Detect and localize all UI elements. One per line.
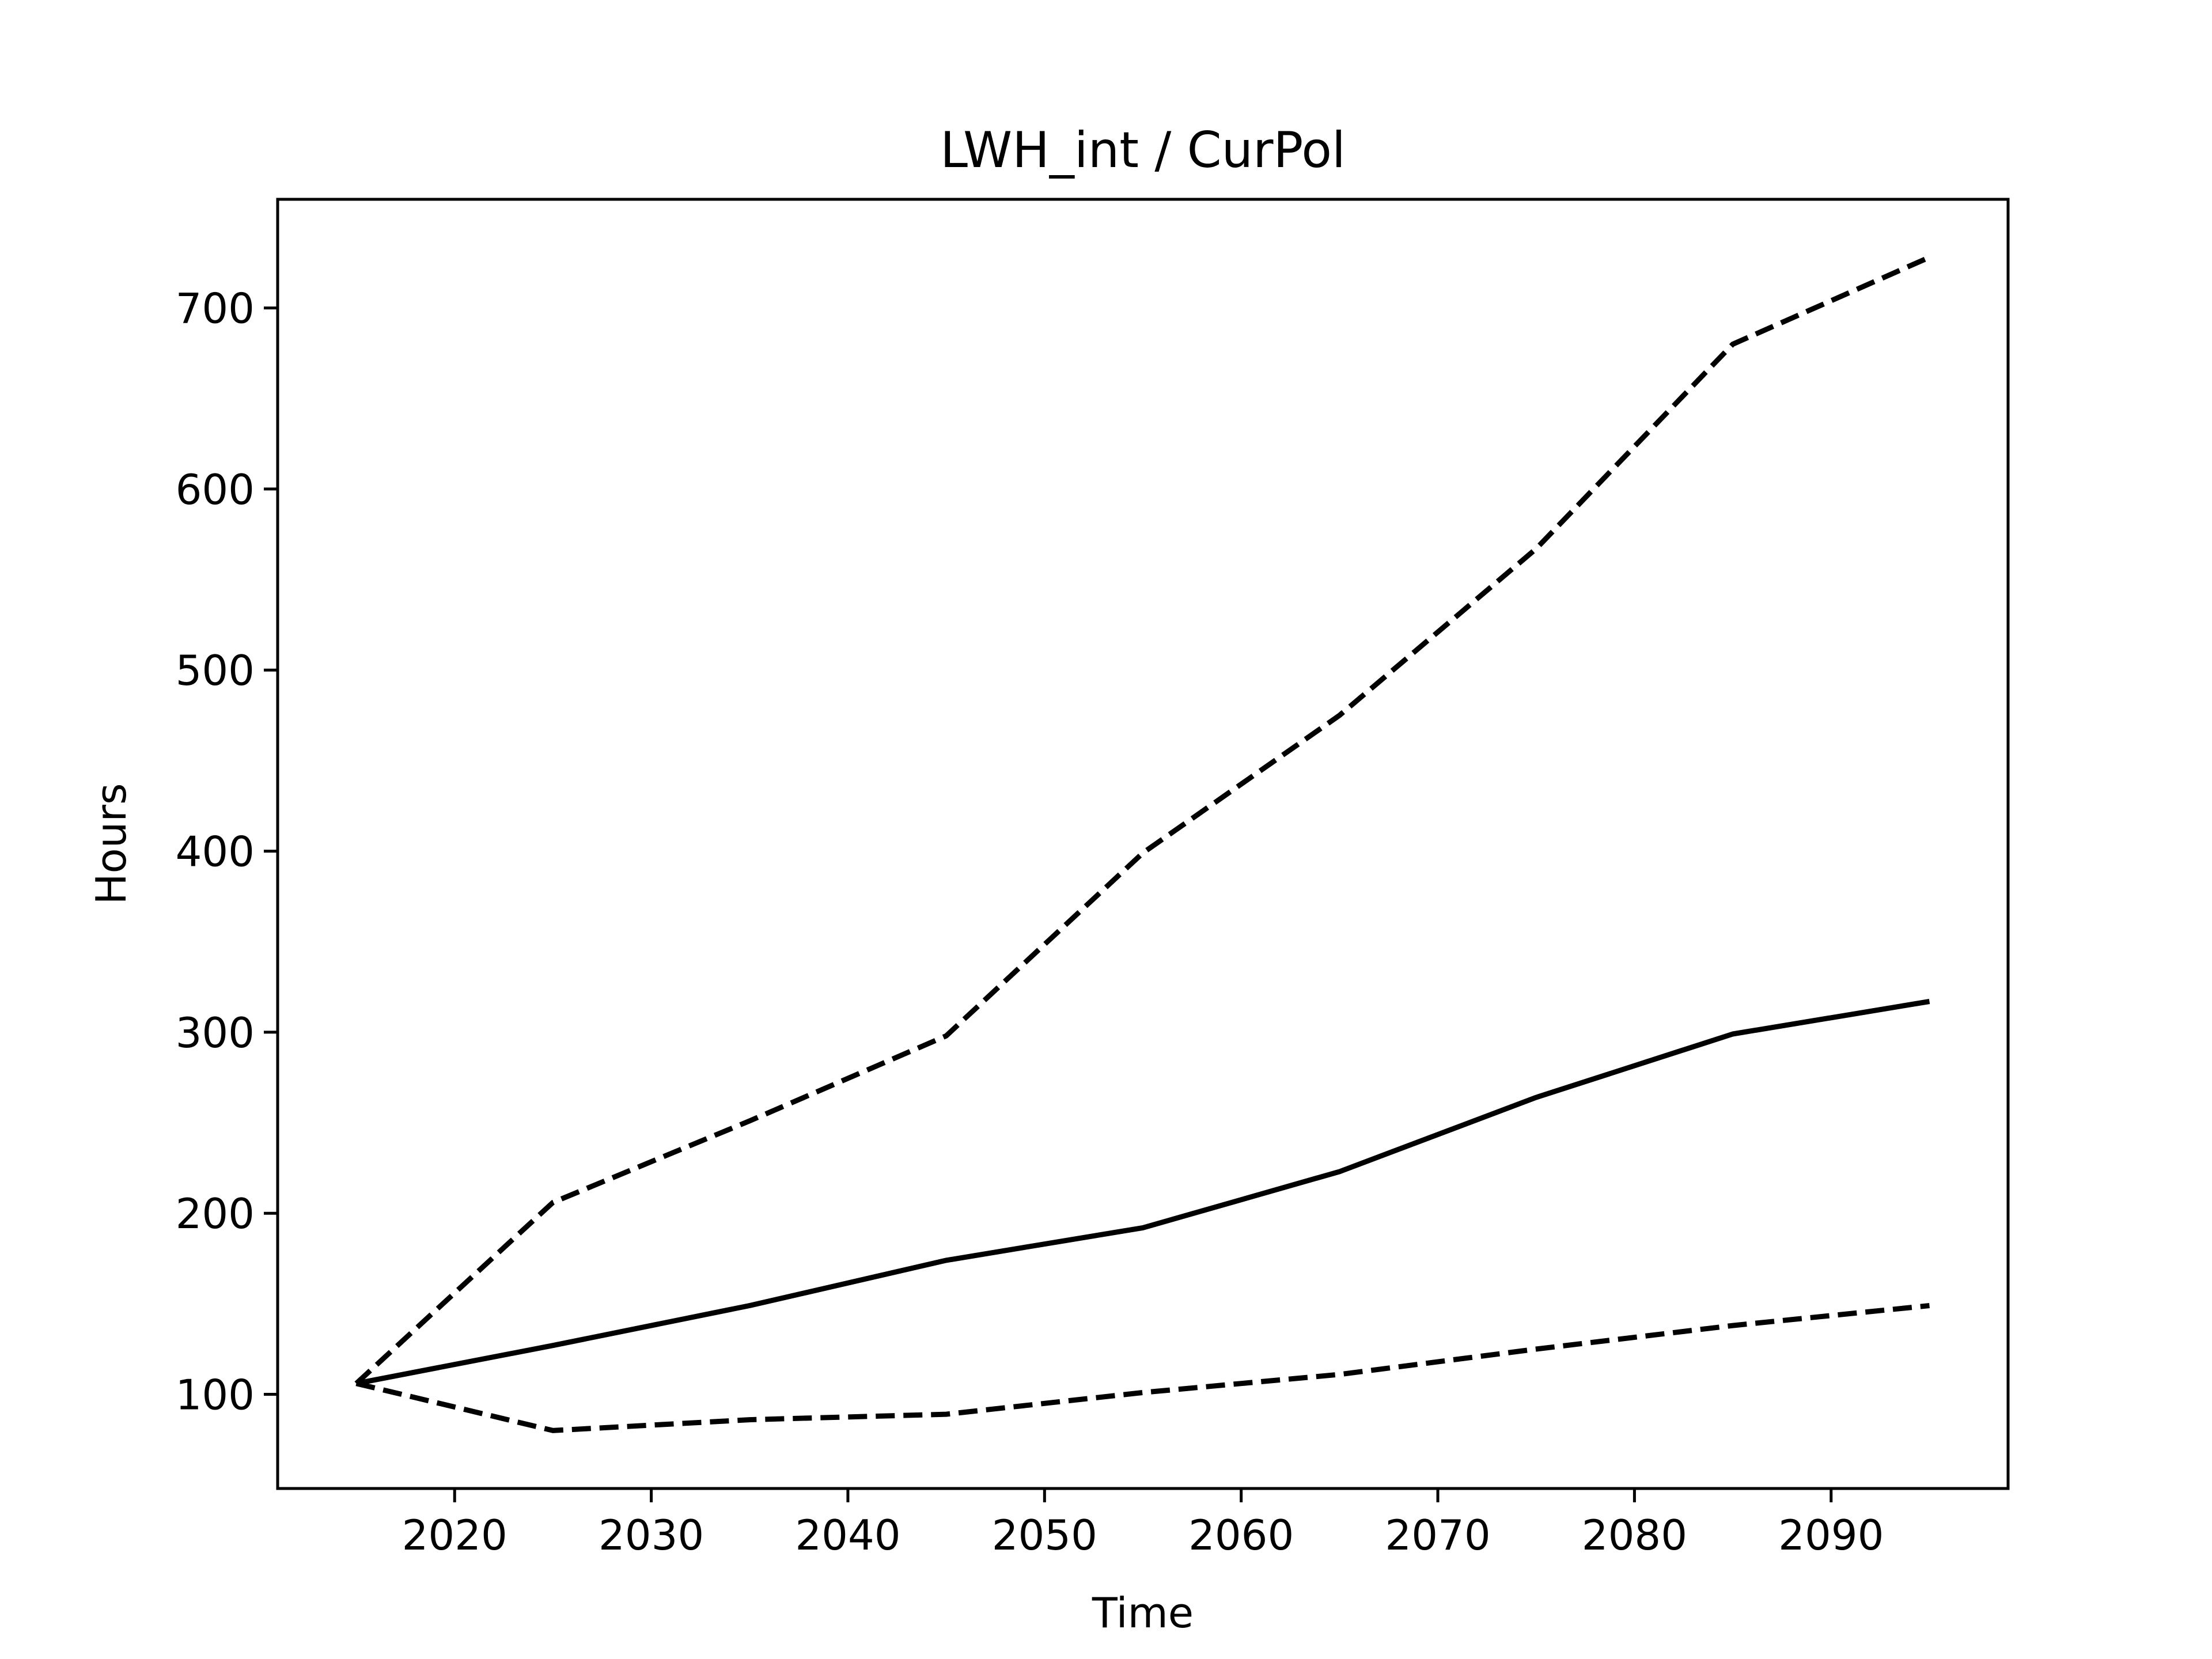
series-line-1	[355, 999, 1930, 1387]
y-tick-label: 400	[176, 828, 255, 876]
x-tick-label: 2040	[795, 1511, 900, 1559]
y-tick-label: 500	[176, 646, 255, 695]
y-axis-ticks: 100 200 300 400 500 600 700	[176, 285, 278, 1419]
y-tick-label: 300	[176, 1009, 255, 1057]
x-tick-label: 2090	[1778, 1511, 1884, 1559]
y-tick-label: 700	[176, 285, 255, 333]
x-axis-label: Time	[1092, 1589, 1194, 1637]
y-tick-label: 600	[176, 465, 255, 514]
x-tick-label: 2080	[1582, 1511, 1687, 1559]
y-tick-label: 200	[176, 1190, 255, 1238]
x-tick-label: 2020	[402, 1511, 507, 1559]
x-tick-label: 2030	[599, 1511, 704, 1559]
x-axis-ticks: 2020 2030 2040 2050 2060 2070 2080 2090	[402, 1488, 1884, 1559]
x-tick-label: 2050	[992, 1511, 1097, 1559]
chart-title: LWH_int / CurPol	[940, 122, 1346, 179]
x-tick-label: 2070	[1385, 1511, 1490, 1559]
y-tick-label: 100	[176, 1371, 255, 1419]
series-line-2	[354, 255, 1931, 1386]
series-layer	[354, 255, 1931, 1433]
y-axis-label: Hours	[87, 783, 135, 905]
plot-frame	[276, 198, 2010, 1490]
x-tick-label: 2060	[1188, 1511, 1294, 1559]
